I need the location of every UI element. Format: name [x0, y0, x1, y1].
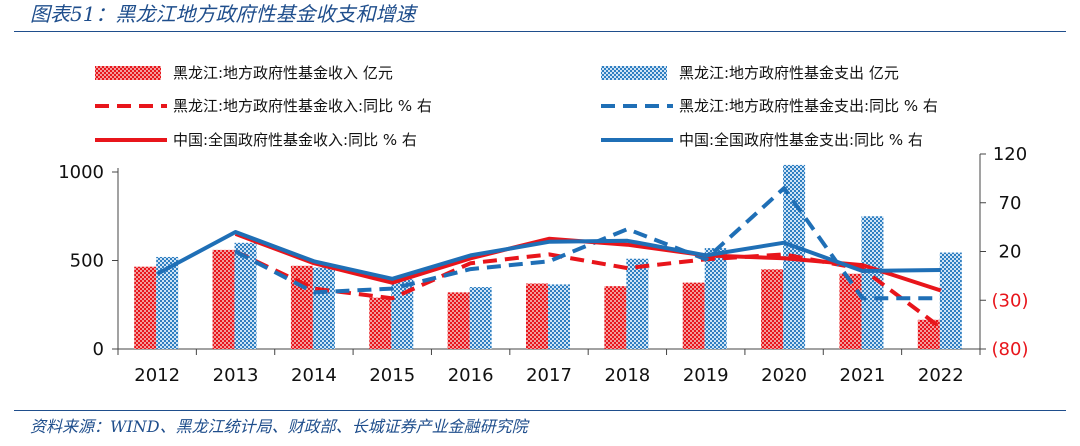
bar-expenditure: [156, 256, 179, 349]
x-tick-label: 2018: [604, 365, 650, 386]
bar-revenue: [526, 283, 548, 349]
bar-revenue: [761, 269, 784, 349]
legend-label: 黑龙江:地方政府性基金支出 亿元: [679, 64, 899, 82]
x-tick-label: 2016: [448, 365, 494, 386]
legend-label: 中国:全国政府性基金支出:同比 % 右: [679, 131, 923, 149]
left-y-tick-label: 1000: [58, 162, 104, 183]
legend-swatch-bar: [601, 66, 667, 80]
bar-expenditure: [312, 267, 335, 349]
bar-revenue: [447, 292, 470, 349]
bar-expenditure: [939, 252, 962, 349]
left-y-tick-label: 500: [70, 251, 104, 272]
bar-revenue: [604, 286, 627, 349]
x-tick-label: 2014: [291, 365, 337, 386]
x-tick-label: 2021: [840, 365, 886, 386]
bar-revenue: [369, 297, 392, 349]
x-tick-label: 2019: [683, 365, 729, 386]
chart-title: 图表51：黑龙江地方政府性基金收支和增速: [30, 2, 416, 26]
bar-revenue: [682, 282, 705, 349]
chart-axes: 2012 2013 2014 2015 2016 2017 2018 2019 2020 2021…: [58, 144, 1028, 386]
legend-label: 中国:全国政府性基金收入:同比 % 右: [173, 131, 417, 149]
bar-expenditure: [626, 258, 649, 349]
x-tick-label: 2022: [918, 365, 964, 386]
bar-revenue: [917, 319, 940, 349]
chart-bars: [134, 164, 962, 349]
bar-revenue: [839, 273, 862, 349]
x-tick-label: 2013: [213, 365, 259, 386]
bar-revenue: [212, 249, 235, 349]
source-divider: [14, 410, 1066, 411]
chart-legend: 黑龙江:地方政府性基金收入 亿元 黑龙江:地方政府性基金支出 亿元黑龙江:地方政府…: [95, 64, 938, 149]
chart-lines: [156, 186, 942, 330]
right-y-tick-label: 70: [999, 193, 1022, 214]
series-line-2: [234, 186, 941, 301]
bar-revenue: [290, 265, 313, 349]
bar-expenditure: [234, 242, 257, 349]
x-tick-label: 2015: [369, 365, 415, 386]
right-y-tick-label: 20: [999, 242, 1022, 263]
right-y-tick-label: (30): [992, 290, 1029, 311]
legend-label: 黑龙江:地方政府性基金收入 亿元: [173, 64, 393, 82]
bar-revenue: [134, 266, 157, 349]
bar-expenditure: [704, 248, 727, 349]
left-y-tick-label: 0: [93, 339, 104, 360]
bar-expenditure: [861, 216, 884, 349]
legend-swatch-bar: [95, 66, 161, 80]
x-tick-label: 2020: [761, 365, 807, 386]
right-y-tick-label: 120: [993, 144, 1027, 165]
bar-expenditure: [548, 284, 570, 349]
bar-expenditure: [469, 287, 492, 349]
legend-label: 黑龙江:地方政府性基金支出:同比 % 右: [679, 97, 938, 115]
x-tick-label: 2017: [526, 365, 572, 386]
x-tick-label: 2012: [134, 365, 180, 386]
bar-expenditure: [391, 279, 414, 349]
legend-label: 黑龙江:地方政府性基金收入:同比 % 右: [173, 97, 432, 115]
right-y-tick-label: (80): [992, 339, 1029, 360]
source-note: 资料来源：WIND、黑龙江统计局、财政部、长城证券产业金融研究院: [30, 417, 528, 436]
title-divider: [14, 31, 1066, 32]
